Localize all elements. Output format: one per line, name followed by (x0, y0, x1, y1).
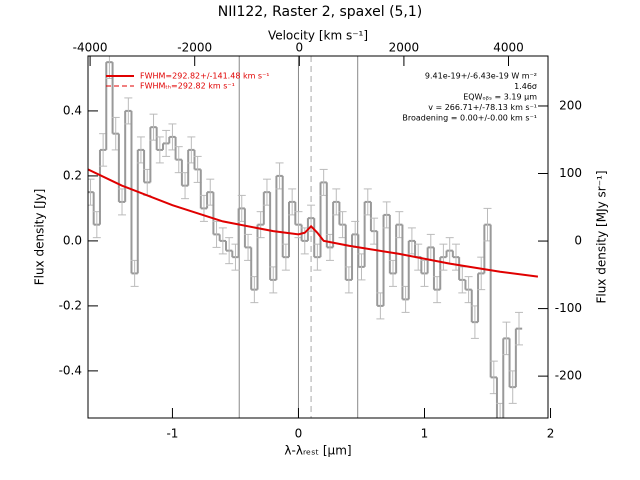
x-tick-label: 1 (421, 427, 429, 441)
x2-tick-label: -2000 (177, 41, 212, 55)
annotation: 9.41e-19+/-6.43e-19 W m⁻² (425, 72, 537, 81)
y2-tick-label: -100 (555, 301, 582, 315)
legend-label: FWHM=292.82+/-141.48 km s⁻¹ (140, 72, 270, 81)
y2-tick-label: 100 (559, 166, 582, 180)
plot-frame (87, 55, 549, 419)
annotation: 1.46σ (514, 82, 537, 91)
x-axis-label: λ-λᵣₑₛₜ [μm] (284, 444, 351, 458)
y2-tick-label: 200 (559, 98, 582, 112)
y-axis-label: Flux density [Jy] (33, 189, 47, 286)
x-tick-label: -1 (166, 427, 178, 441)
x-tick-label: 0 (295, 427, 303, 441)
annotation: v = 266.71+/-78.13 km s⁻¹ (428, 103, 537, 112)
y-tick-label: -0.4 (59, 363, 82, 377)
y2-axis-label: Flux density [MJy sr⁻¹] (595, 170, 609, 303)
y2-tick-label: -200 (555, 369, 582, 383)
x-tick-label: 2 (547, 427, 555, 441)
top-axis-label: Velocity [km s⁻¹] (268, 29, 368, 43)
y2-tick-label: 0 (574, 234, 582, 248)
x2-tick-label: 2000 (389, 41, 420, 55)
fit-line (88, 168, 539, 278)
y-tick-label: 0.4 (63, 103, 82, 117)
annotation: Broadening = 0.00+/-0.00 km s⁻¹ (402, 114, 537, 123)
x2-tick-label: 4000 (493, 41, 524, 55)
y-tick-label: 0.2 (63, 168, 82, 182)
x2-tick-label: -4000 (73, 41, 108, 55)
legend-label: FWHMₜₕ=292.82 km s⁻¹ (140, 82, 235, 91)
annotation: EQWₒᵦₛ = 3.19 μm (463, 93, 537, 102)
chart-title: NII122, Raster 2, spaxel (5,1) (218, 4, 423, 20)
x2-tick-label: 0 (295, 41, 303, 55)
y-tick-label: -0.2 (59, 298, 82, 312)
y-tick-label: 0.0 (63, 233, 82, 247)
